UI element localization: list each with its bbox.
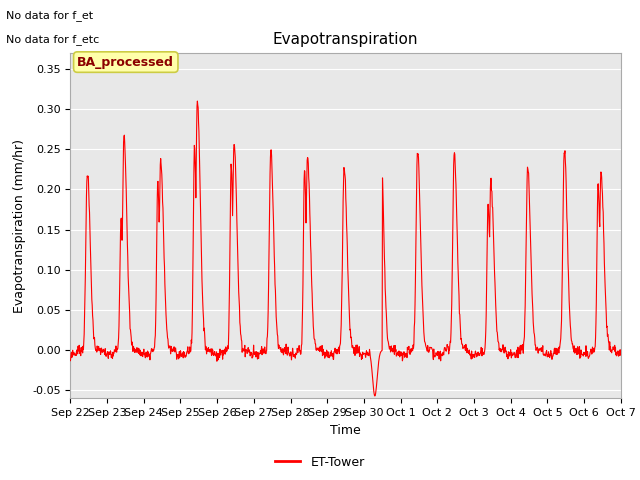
Legend: ET-Tower: ET-Tower — [270, 451, 370, 474]
Text: No data for f_et: No data for f_et — [6, 10, 93, 21]
Text: No data for f_etc: No data for f_etc — [6, 34, 100, 45]
Title: Evapotranspiration: Evapotranspiration — [273, 33, 419, 48]
X-axis label: Time: Time — [330, 424, 361, 437]
Y-axis label: Evapotranspiration (mm/hr): Evapotranspiration (mm/hr) — [13, 139, 26, 312]
Text: BA_processed: BA_processed — [77, 56, 174, 69]
